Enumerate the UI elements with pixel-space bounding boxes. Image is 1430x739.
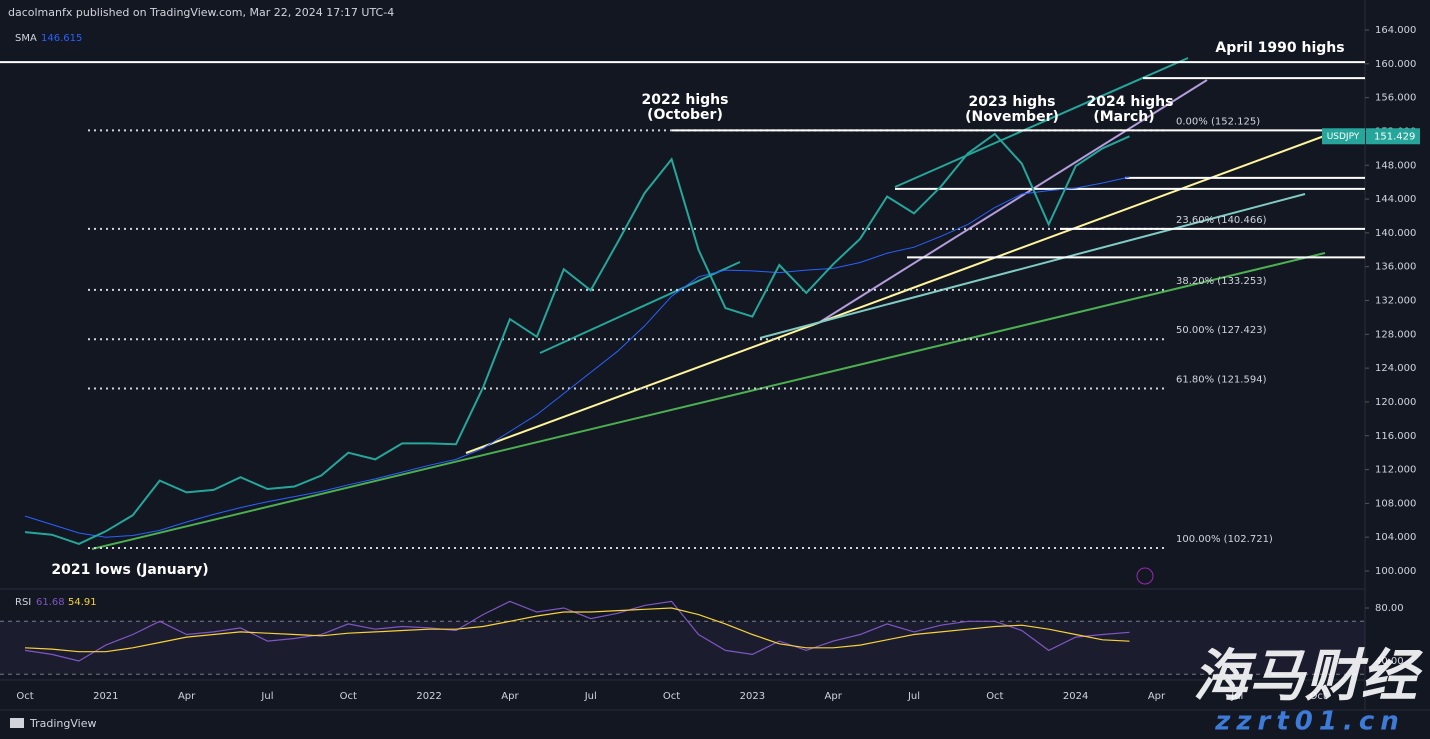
series-line (24, 607, 1130, 653)
x-tick-label: Oct (663, 691, 680, 702)
fib-label: 38.20% (133.253) (1176, 276, 1267, 287)
fib-label: 0.00% (152.125) (1176, 116, 1260, 127)
x-tick-label: 2021 (93, 691, 118, 702)
rsi-ma-value: 54.91 (68, 597, 97, 608)
annotation: 2021 lows (January) (51, 562, 208, 578)
fib-label: 23.60% (140.466) (1176, 215, 1267, 226)
last-price: 151.429 (1374, 131, 1415, 142)
x-tick-label: Jul (1230, 691, 1243, 702)
logo-icon (10, 718, 24, 728)
x-tick-label: Oct (16, 691, 33, 702)
x-tick-label: Jul (584, 691, 597, 702)
x-tick-label: Apr (501, 691, 519, 702)
annotation: 2022 highs (642, 92, 729, 108)
y-tick-label: 112.000 (1375, 465, 1416, 476)
trendline (539, 261, 741, 354)
annotation: (November) (965, 109, 1059, 125)
trendline (894, 57, 1189, 188)
y-tick-label: 120.000 (1375, 397, 1416, 408)
annotation: 2024 highs (1087, 94, 1174, 110)
y-tick-label: 80.00 (1375, 603, 1404, 614)
y-tick-label: 136.000 (1375, 262, 1416, 273)
x-tick-label: Oct (340, 691, 357, 702)
publisher: dacolmanfx published on TradingView.com,… (8, 6, 394, 19)
x-tick-label: 2023 (740, 691, 765, 702)
y-tick-label: 100.000 (1375, 566, 1416, 577)
fib-label: 61.80% (121.594) (1176, 374, 1267, 385)
x-tick-label: Apr (178, 691, 196, 702)
annotation: April 1990 highs (1215, 40, 1344, 56)
series-line (24, 132, 1130, 545)
x-tick-label: Apr (1148, 691, 1166, 702)
event-icon (1136, 567, 1154, 585)
annotation: 2023 highs (969, 94, 1056, 110)
y-tick-label: 108.000 (1375, 498, 1416, 509)
y-tick-label: 40.00 (1375, 656, 1404, 667)
trendline (91, 252, 1326, 550)
x-tick-label: Oct (986, 691, 1003, 702)
y-tick-label: 104.000 (1375, 532, 1416, 543)
annotation: (October) (647, 107, 723, 123)
price-box (1366, 128, 1420, 145)
y-tick-label: 148.000 (1375, 160, 1416, 171)
fib-label: 50.00% (127.423) (1176, 325, 1267, 336)
y-tick-label: 160.000 (1375, 59, 1416, 70)
y-tick-label: 156.000 (1375, 93, 1416, 104)
series-line (24, 176, 1130, 538)
watermark-site: zzrt01.cn (1214, 707, 1405, 737)
trendline (465, 131, 1336, 454)
x-tick-label: Jul (260, 691, 273, 702)
x-tick-label: Oct (1309, 691, 1326, 702)
logo: TradingView (29, 717, 96, 730)
y-tick-label: 140.000 (1375, 228, 1416, 239)
rsi-band-fill (0, 621, 1365, 675)
trendlines (91, 57, 1336, 550)
watermark-title: 海马财经 (1193, 644, 1423, 709)
x-tick-label: 2024 (1063, 691, 1088, 702)
y-tick-label: 124.000 (1375, 363, 1416, 374)
y-tick-label: 144.000 (1375, 194, 1416, 205)
symbol-label: USDJPY (1327, 132, 1360, 142)
trendline (819, 79, 1208, 323)
symbol-box (1322, 128, 1365, 145)
sma-value: 146.615 (41, 33, 82, 44)
x-tick-label: Jul (907, 691, 920, 702)
y-tick-label: 132.000 (1375, 296, 1416, 307)
y-tick-label: 128.000 (1375, 329, 1416, 340)
annotation: (March) (1093, 109, 1154, 125)
sma-label: SMA (15, 33, 37, 44)
x-tick-label: Apr (825, 691, 843, 702)
fib-label: 100.00% (102.721) (1176, 534, 1273, 545)
x-tick-label: 2022 (416, 691, 441, 702)
y-tick-label: 164.000 (1375, 25, 1416, 36)
series-line (24, 600, 1130, 662)
rsi-label: RSI (15, 597, 31, 608)
rsi-value: 61.68 (36, 597, 65, 608)
trendline (759, 193, 1306, 339)
y-tick-label: 116.000 (1375, 431, 1416, 442)
